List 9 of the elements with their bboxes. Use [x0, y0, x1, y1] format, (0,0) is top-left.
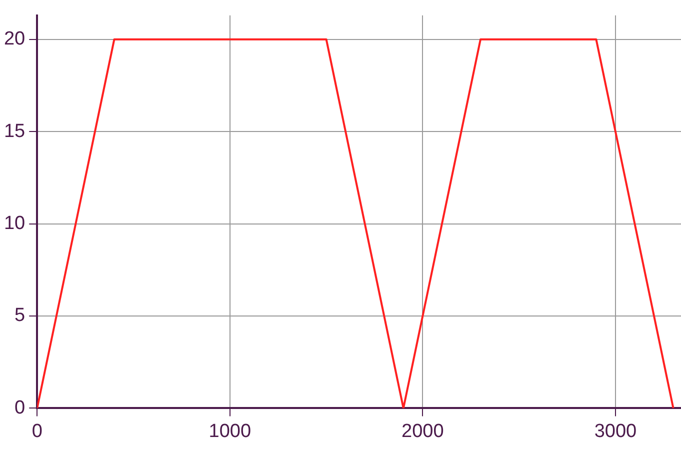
y-tick-label: 20 — [4, 28, 26, 50]
x-tick-label: 2000 — [402, 420, 444, 442]
y-tick-label: 0 — [14, 397, 26, 418]
y-tick-label: 5 — [14, 305, 26, 326]
y-tick-label: 15 — [4, 120, 26, 142]
y-tick-label: 10 — [4, 213, 26, 234]
x-tick-label: 0 — [32, 420, 42, 442]
x-tick-label: 1000 — [208, 420, 252, 442]
x-tick-label: 3000 — [594, 420, 637, 442]
